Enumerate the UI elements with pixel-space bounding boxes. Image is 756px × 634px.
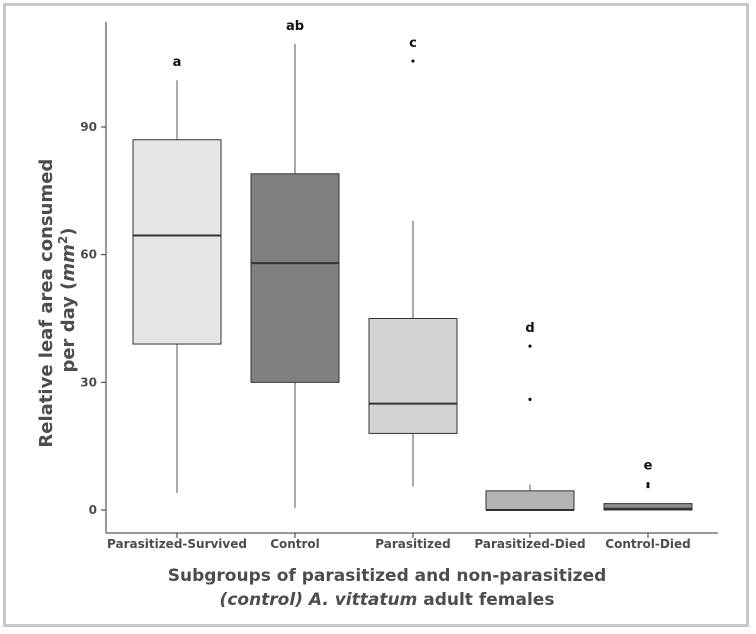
y-axis-label-line2-suffix: ) xyxy=(58,227,79,235)
x-axis-label-rest: adult females xyxy=(417,590,554,610)
x-tick-label: Parasitized xyxy=(375,537,450,551)
x-tick-label: Control xyxy=(270,537,320,551)
y-axis-label-line2-prefix: per day ( xyxy=(58,282,79,373)
x-axis-label-line1: Subgroups of parasitized and non-parasit… xyxy=(168,566,607,586)
box-parasitized-died: d xyxy=(485,321,575,511)
boxes: a ab c d e xyxy=(132,19,693,511)
y-axis-label: Relative leaf area consumed per day (mm2… xyxy=(36,152,79,447)
iqr-box xyxy=(603,503,693,511)
y-axis-label-unit: mm xyxy=(58,244,79,282)
axes xyxy=(105,22,718,534)
significance-letter: e xyxy=(644,459,653,474)
y-tick-label: 30 xyxy=(80,375,97,389)
significance-letter: d xyxy=(525,321,534,336)
iqr-box xyxy=(368,318,458,434)
x-tick-label: Parasitized-Survived xyxy=(107,537,247,551)
iqr-box xyxy=(132,139,222,345)
x-axis-label-italic: (control) A. vittatum xyxy=(220,590,418,610)
y-tick-label: 90 xyxy=(80,120,97,134)
significance-letter: c xyxy=(409,36,417,51)
outlier-point xyxy=(646,484,650,489)
box-control: ab xyxy=(250,19,340,508)
box-control-died: e xyxy=(603,459,693,511)
y-axis-label-unit-exponent: 2 xyxy=(56,236,70,244)
x-tick-label: Control-Died xyxy=(605,537,690,551)
y-tick-label: 0 xyxy=(89,503,97,517)
iqr-box xyxy=(250,173,340,383)
x-ticks: Parasitized-Survived Control Parasitized Pa… xyxy=(107,533,691,551)
x-axis-label-line2: (control) A. vittatum adult females xyxy=(220,590,555,610)
outlier-point xyxy=(528,397,532,401)
y-tick-label: 60 xyxy=(80,248,97,262)
box-parasitized-survived: a xyxy=(132,55,222,493)
outlier-point xyxy=(528,344,532,348)
x-tick-label: Parasitized-Died xyxy=(474,537,585,551)
outlier-point xyxy=(411,59,415,63)
box-parasitized: c xyxy=(368,36,458,487)
significance-letter: ab xyxy=(286,19,304,34)
significance-letter: a xyxy=(173,55,182,70)
iqr-box xyxy=(485,490,575,511)
y-axis-label-line1: Relative leaf area consumed xyxy=(36,159,57,448)
y-ticks: 0 30 60 90 xyxy=(80,120,106,517)
figure-frame xyxy=(3,3,749,627)
outlier-point xyxy=(646,482,650,486)
